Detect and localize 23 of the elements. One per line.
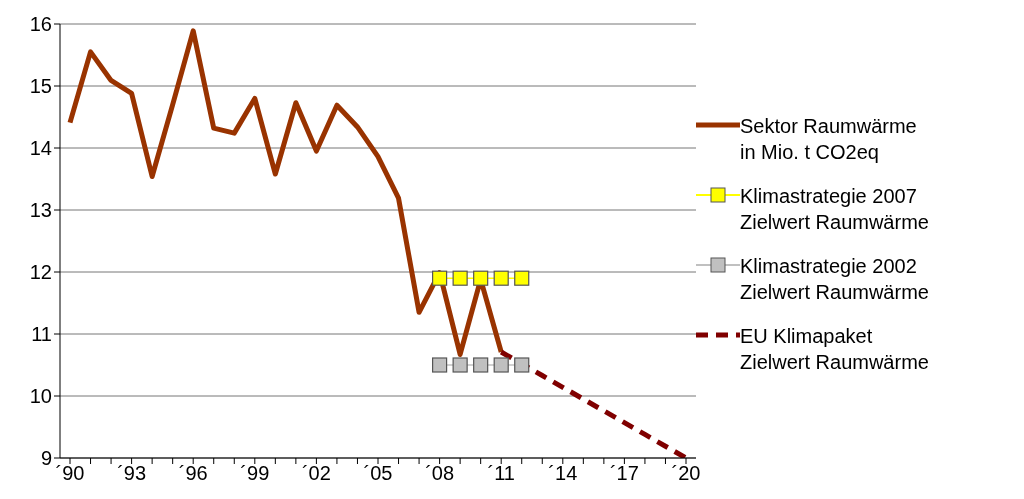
y-tick-label: 10 xyxy=(29,385,52,408)
legend-label: Klimastrategie 2007 Zielwert Raumwärme xyxy=(740,184,929,235)
y-tick-label: 15 xyxy=(29,75,52,98)
y-tick-label: 12 xyxy=(29,261,52,284)
x-tick-label: ´99 xyxy=(240,462,270,485)
legend-label: EU Klimapaket Zielwert Raumwärme xyxy=(740,324,929,375)
y-tick-label: 11 xyxy=(31,323,52,346)
x-tick-label: ´20 xyxy=(671,462,701,485)
legend-label: Sektor Raumwärme in Mio. t CO2eq xyxy=(740,114,917,165)
x-tick-label: ´90 xyxy=(55,462,85,485)
y-tick-label: 14 xyxy=(29,137,52,160)
x-tick-label: ´96 xyxy=(178,462,208,485)
legend-label: Klimastrategie 2002 Zielwert Raumwärme xyxy=(740,254,929,305)
x-tick-label: ´17 xyxy=(609,462,639,485)
x-tick-label: ´05 xyxy=(363,462,393,485)
x-tick-label: ´93 xyxy=(117,462,147,485)
x-tick-label: ´08 xyxy=(425,462,455,485)
x-tick-label: ´11 xyxy=(487,462,515,485)
y-tick-label: 13 xyxy=(29,199,52,222)
y-tick-label: 16 xyxy=(29,13,52,36)
x-tick-label: ´14 xyxy=(548,462,578,485)
x-tick-label: ´02 xyxy=(301,462,331,485)
y-tick-label: 9 xyxy=(40,447,52,470)
